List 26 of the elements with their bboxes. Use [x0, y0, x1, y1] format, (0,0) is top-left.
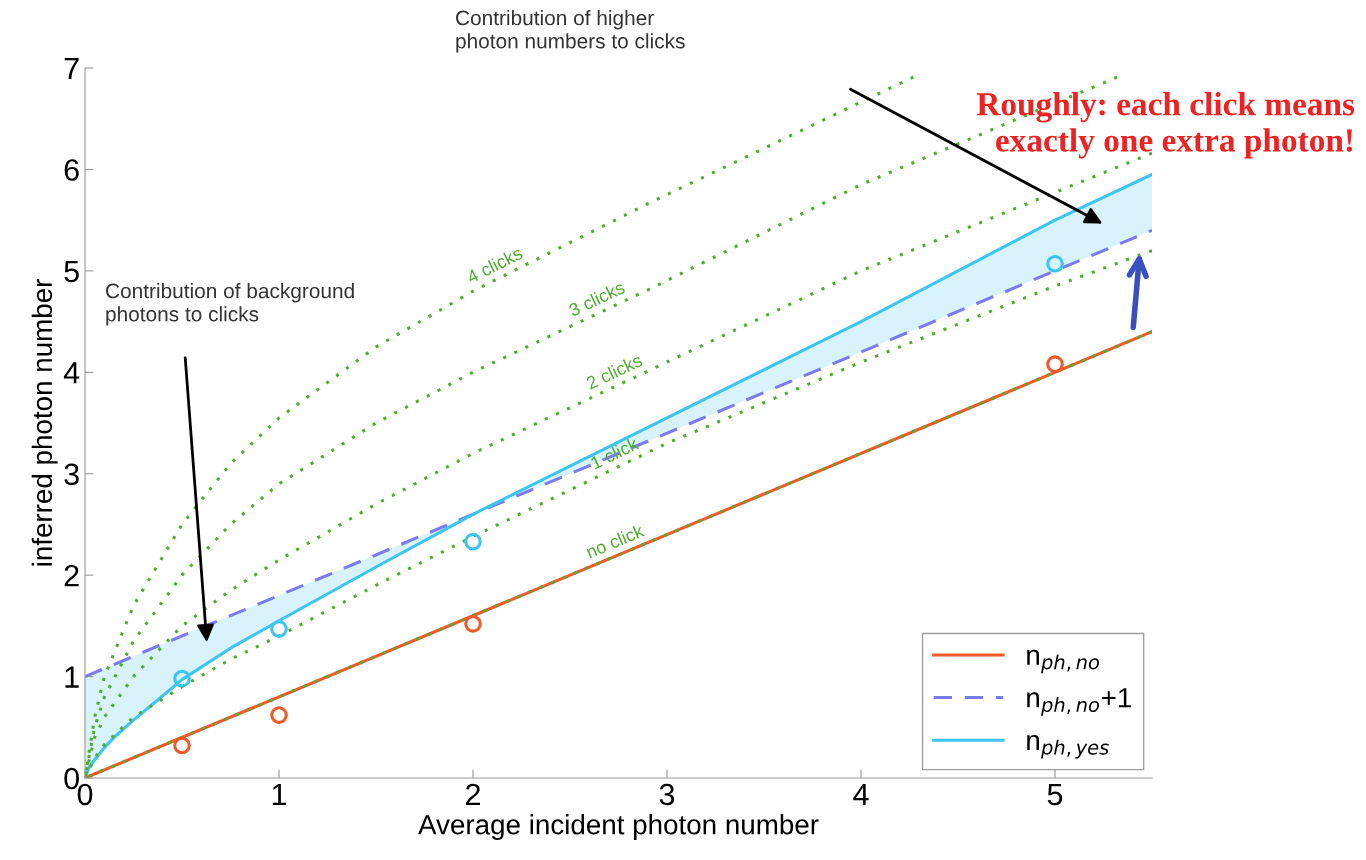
y-tick-label: 2	[64, 564, 79, 587]
text: Contribution of higher photon numbers to clicks	[456, 10, 685, 53]
annotation: Roughly: each click means exactly one extra photon!	[976, 92, 1355, 159]
legend-label: n$_{ph,no}$	[1027, 649, 1100, 674]
y-tick-label: 1	[65, 666, 79, 688]
legend-label: n$_{ph,yes}$	[1027, 734, 1109, 759]
text: no click	[585, 523, 645, 559]
y-tick-label: 7	[64, 58, 79, 80]
x-tick-label: 1	[272, 783, 287, 805]
y-tick-label: 4	[63, 362, 80, 384]
y-tick-label: 6	[64, 159, 79, 181]
x-tick-label: 4	[853, 783, 869, 805]
y-tick-label: 3	[64, 463, 79, 486]
text: 1 click	[589, 436, 640, 470]
x-tick-label: 3	[659, 783, 675, 806]
text: 3 clicks	[567, 280, 626, 317]
text: 4 clicks	[465, 245, 524, 284]
text: 2 clicks	[585, 353, 644, 390]
x-tick-label: 5	[1047, 783, 1063, 806]
x-tick-label: 2	[466, 783, 480, 805]
y-tick-label: 5	[64, 260, 79, 283]
y-tick-label: 0	[64, 767, 79, 790]
annotation: Contribution of background photons to clicks	[106, 283, 354, 326]
x-axis-title: Average incident photon number	[418, 814, 819, 841]
y-axis-title: inferred photon number	[31, 279, 58, 566]
legend-label: n$_{ph,no}$+1	[1027, 688, 1131, 716]
